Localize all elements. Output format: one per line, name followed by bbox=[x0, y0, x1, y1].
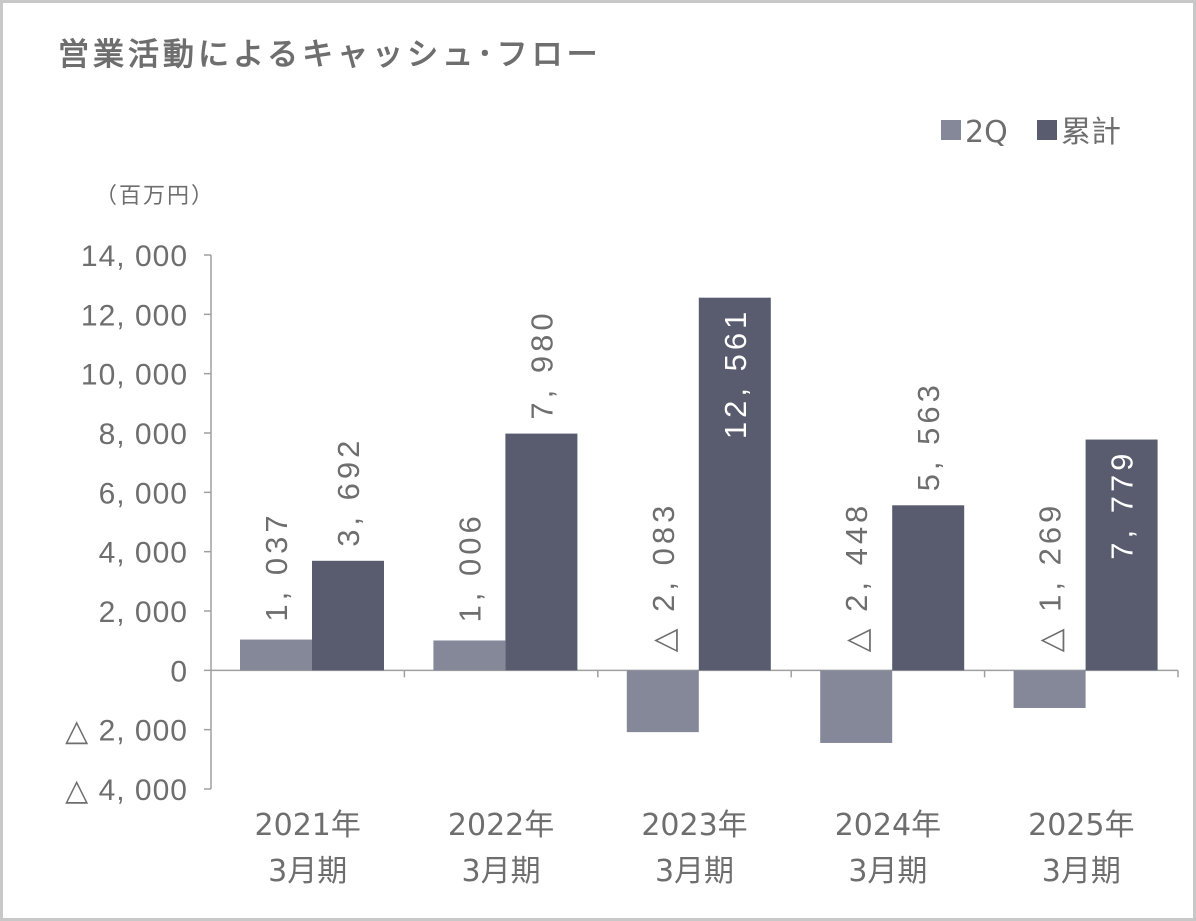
unit-label: （百万円） bbox=[95, 184, 215, 209]
bar-2q bbox=[626, 670, 699, 733]
y-tick-label: △ 4, 000 bbox=[65, 774, 188, 807]
data-label-cumulative: 7, 980 bbox=[524, 309, 559, 419]
bar-cumulative bbox=[505, 433, 578, 671]
legend: 2Q 累計 bbox=[941, 115, 1121, 150]
data-label-cumulative: 7, 779 bbox=[1105, 450, 1140, 560]
x-category-label: 3月期 bbox=[1042, 854, 1121, 889]
bar-cumulative bbox=[698, 297, 771, 671]
y-tick-label: 12, 000 bbox=[81, 299, 188, 332]
bar-cumulative bbox=[892, 505, 965, 671]
bar-2q bbox=[240, 639, 312, 671]
chart-svg: 営業活動によるキャッシュ･フロー （百万円） 2Q 累計 14, 000 12, 0… bbox=[58, 37, 1179, 889]
data-label-cumulative: 3, 692 bbox=[331, 437, 366, 547]
bar-2q bbox=[1013, 670, 1086, 708]
data-label-2q: 1, 037 bbox=[259, 511, 294, 621]
x-category-label: 2025年 bbox=[1028, 808, 1134, 843]
x-category-label: 2024年 bbox=[835, 808, 941, 843]
chart-title: 営業活動によるキャッシュ･フロー bbox=[58, 37, 602, 73]
x-category-label: 2023年 bbox=[641, 808, 747, 843]
legend-swatch bbox=[941, 120, 961, 140]
data-label-cumulative: 12, 561 bbox=[718, 308, 753, 439]
bars bbox=[240, 297, 1158, 743]
legend-label: 累計 bbox=[1061, 115, 1121, 150]
x-category-label: 2022年 bbox=[448, 808, 554, 843]
data-label-cumulative: 5, 563 bbox=[911, 381, 946, 491]
bar-cumulative bbox=[1085, 439, 1158, 671]
y-tick-label: 0 bbox=[170, 655, 188, 688]
y-tick-label: 4, 000 bbox=[99, 537, 188, 570]
legend-label: 2Q bbox=[965, 115, 1008, 150]
bar-2q bbox=[820, 670, 893, 743]
x-category-label: 3月期 bbox=[268, 854, 347, 889]
x-category-label: 2021年 bbox=[255, 808, 361, 843]
y-tick-label: 10, 000 bbox=[81, 359, 188, 392]
x-category-label: 3月期 bbox=[462, 854, 541, 889]
data-label-2q: △ 2, 448 bbox=[839, 502, 874, 653]
y-tick-label: 2, 000 bbox=[99, 596, 188, 629]
x-category-label: 3月期 bbox=[655, 854, 734, 889]
data-labels: 1, 037 1, 006 △ 2, 083 △ 2, 448 △ 1, 269 3, 6… bbox=[259, 308, 1140, 653]
y-axis: 14, 000 12, 000 10, 000 8, 000 6, 000 4, 000 2… bbox=[65, 240, 212, 807]
data-label-2q: △ 2, 083 bbox=[646, 502, 681, 653]
y-tick-label: 14, 000 bbox=[81, 240, 188, 273]
data-label-2q: 1, 006 bbox=[452, 512, 487, 622]
y-tick-label: 8, 000 bbox=[99, 418, 188, 451]
bar-2q bbox=[433, 640, 506, 671]
y-tick-label: 6, 000 bbox=[99, 477, 188, 510]
y-tick-label: △ 2, 000 bbox=[65, 715, 188, 748]
bar-cumulative bbox=[312, 560, 384, 671]
x-category-label: 3月期 bbox=[848, 854, 927, 889]
legend-swatch bbox=[1037, 120, 1057, 140]
data-label-2q: △ 1, 269 bbox=[1033, 502, 1068, 653]
